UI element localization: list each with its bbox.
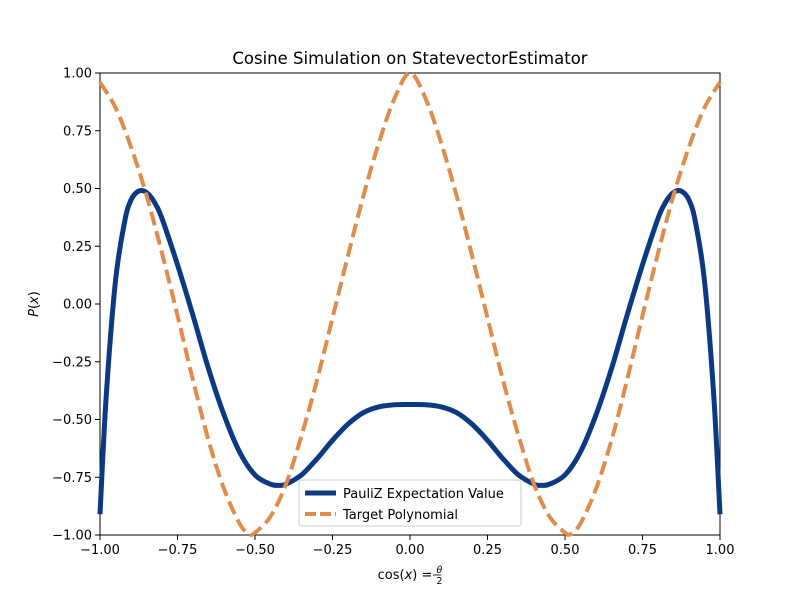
x-tick-label: −0.50 <box>235 543 275 558</box>
plot-frame <box>99 72 721 536</box>
x-tick-label: 0.25 <box>473 543 502 558</box>
x-tick-label: −0.25 <box>313 543 353 558</box>
y-tick-label: 0.75 <box>63 124 92 139</box>
x-tick-label: 0.00 <box>396 543 425 558</box>
legend-box <box>298 479 522 527</box>
y-tick-label: 0.25 <box>63 240 92 255</box>
x-tick-label: 1.00 <box>706 543 735 558</box>
y-tick-label: −0.50 <box>52 413 92 428</box>
y-tick-label: 0.50 <box>63 182 92 197</box>
y-axis-label: P(x) <box>27 291 42 317</box>
series-line-pauliz <box>97 188 723 515</box>
legend: PauliZ Expectation Value Target Polynomi… <box>298 479 522 527</box>
y-tick-label: 0.00 <box>63 298 92 313</box>
y-tick-label: −1.00 <box>52 529 92 544</box>
x-tick-label: 0.50 <box>551 543 580 558</box>
y-axis: −1.00 −0.75 −0.50 −0.25 0.00 0.25 0.50 0.75 1.00 <box>52 67 100 544</box>
y-tick-label: −0.75 <box>52 471 92 486</box>
y-tick-label: −0.25 <box>52 355 92 370</box>
x-tick-label: −0.75 <box>158 543 198 558</box>
y-tick-label: 1.00 <box>63 67 92 82</box>
legend-label-target: Target Polynomial <box>342 508 458 523</box>
legend-label-pauliz: PauliZ Expectation Value <box>343 487 504 502</box>
chart-title: Cosine Simulation on StatevectorEstimato… <box>232 49 587 68</box>
plot-area <box>99 72 721 536</box>
x-axis: −1.00 −0.75 −0.50 −0.25 0.00 0.25 0.50 0.75 1.00 <box>80 535 734 558</box>
x-tick-label: 0.75 <box>628 543 657 558</box>
series-line-target <box>98 71 722 537</box>
x-tick-label: −1.00 <box>80 543 120 558</box>
series-layer <box>97 71 723 537</box>
